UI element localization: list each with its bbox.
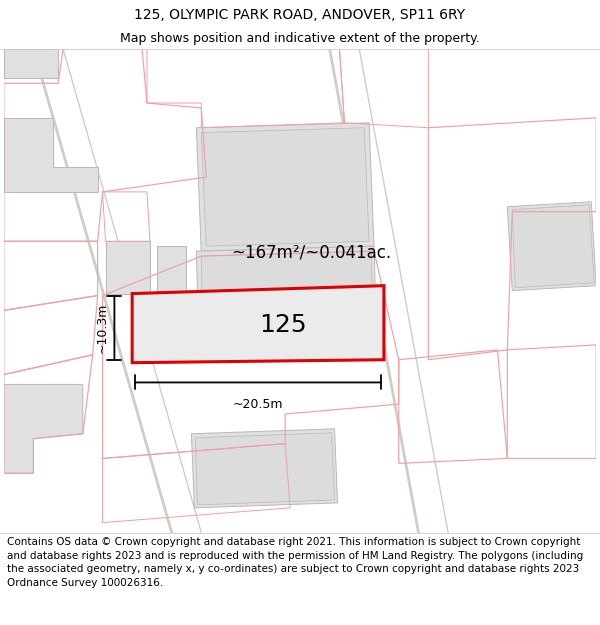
Polygon shape xyxy=(201,251,374,358)
Text: ~20.5m: ~20.5m xyxy=(233,398,283,411)
Polygon shape xyxy=(508,202,596,291)
Polygon shape xyxy=(4,49,58,78)
Polygon shape xyxy=(196,432,335,505)
Text: Map shows position and indicative extent of the property.: Map shows position and indicative extent… xyxy=(120,31,480,44)
Text: 125: 125 xyxy=(259,313,307,338)
Text: ~10.3m: ~10.3m xyxy=(95,303,109,353)
Polygon shape xyxy=(106,241,150,294)
Polygon shape xyxy=(512,205,594,288)
Polygon shape xyxy=(4,118,98,192)
Polygon shape xyxy=(4,384,83,473)
Polygon shape xyxy=(196,246,377,360)
Polygon shape xyxy=(191,429,338,508)
Polygon shape xyxy=(201,127,369,246)
Text: Contains OS data © Crown copyright and database right 2021. This information is : Contains OS data © Crown copyright and d… xyxy=(7,537,583,588)
Text: ~167m²/~0.041ac.: ~167m²/~0.041ac. xyxy=(231,243,391,261)
Text: 125, OLYMPIC PARK ROAD, ANDOVER, SP11 6RY: 125, OLYMPIC PARK ROAD, ANDOVER, SP11 6R… xyxy=(134,8,466,22)
Polygon shape xyxy=(196,122,374,251)
Polygon shape xyxy=(157,246,187,291)
Polygon shape xyxy=(132,286,384,362)
